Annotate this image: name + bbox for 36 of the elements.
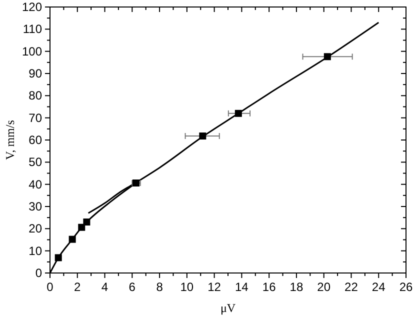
x-tick-label: 24 (372, 280, 386, 294)
point (54, 254, 62, 262)
x-tick-label: 2 (74, 280, 82, 294)
point (78, 224, 86, 231)
y-tick-label: 110 (22, 22, 42, 36)
y-tick-label: 90 (28, 66, 42, 80)
x-tick-label: 16 (262, 280, 276, 294)
x-tick-label: 18 (290, 280, 304, 294)
y-tick-label: 80 (28, 88, 42, 103)
point (68, 236, 76, 243)
y-tick-label: 30 (28, 200, 42, 214)
x-tick-label: 20 (317, 280, 331, 294)
x-tick-label: 12 (208, 280, 222, 294)
y-tick-label: 70 (28, 110, 42, 125)
y-tick-label: 10 (28, 244, 42, 258)
x-tick-label: 8 (156, 280, 164, 294)
y-axis-title: V, mm/s (3, 120, 17, 160)
point (324, 53, 331, 60)
x-tick-label: 14 (235, 280, 249, 294)
y-tick-label: 120 (22, 0, 42, 14)
point (83, 218, 90, 226)
y-tick-label: 40 (28, 177, 42, 192)
x-tick-label: 22 (344, 280, 358, 294)
y-tick-label: 20 (28, 222, 42, 236)
y-tick-label: 50 (28, 155, 42, 170)
x-tick-label: 0 (46, 280, 54, 294)
x-tick-label: 6 (128, 280, 136, 294)
x-axis-title: μV (220, 301, 236, 315)
y-tick-label: 0 (35, 266, 42, 280)
point (199, 132, 206, 140)
x-tick-label: 4 (101, 280, 108, 294)
y-tick-label: 60 (28, 133, 42, 147)
x-tick-label: 26 (399, 280, 413, 294)
x-tick-label: 10 (180, 280, 194, 294)
point (234, 110, 242, 117)
y-tick-label: 100 (22, 44, 42, 58)
